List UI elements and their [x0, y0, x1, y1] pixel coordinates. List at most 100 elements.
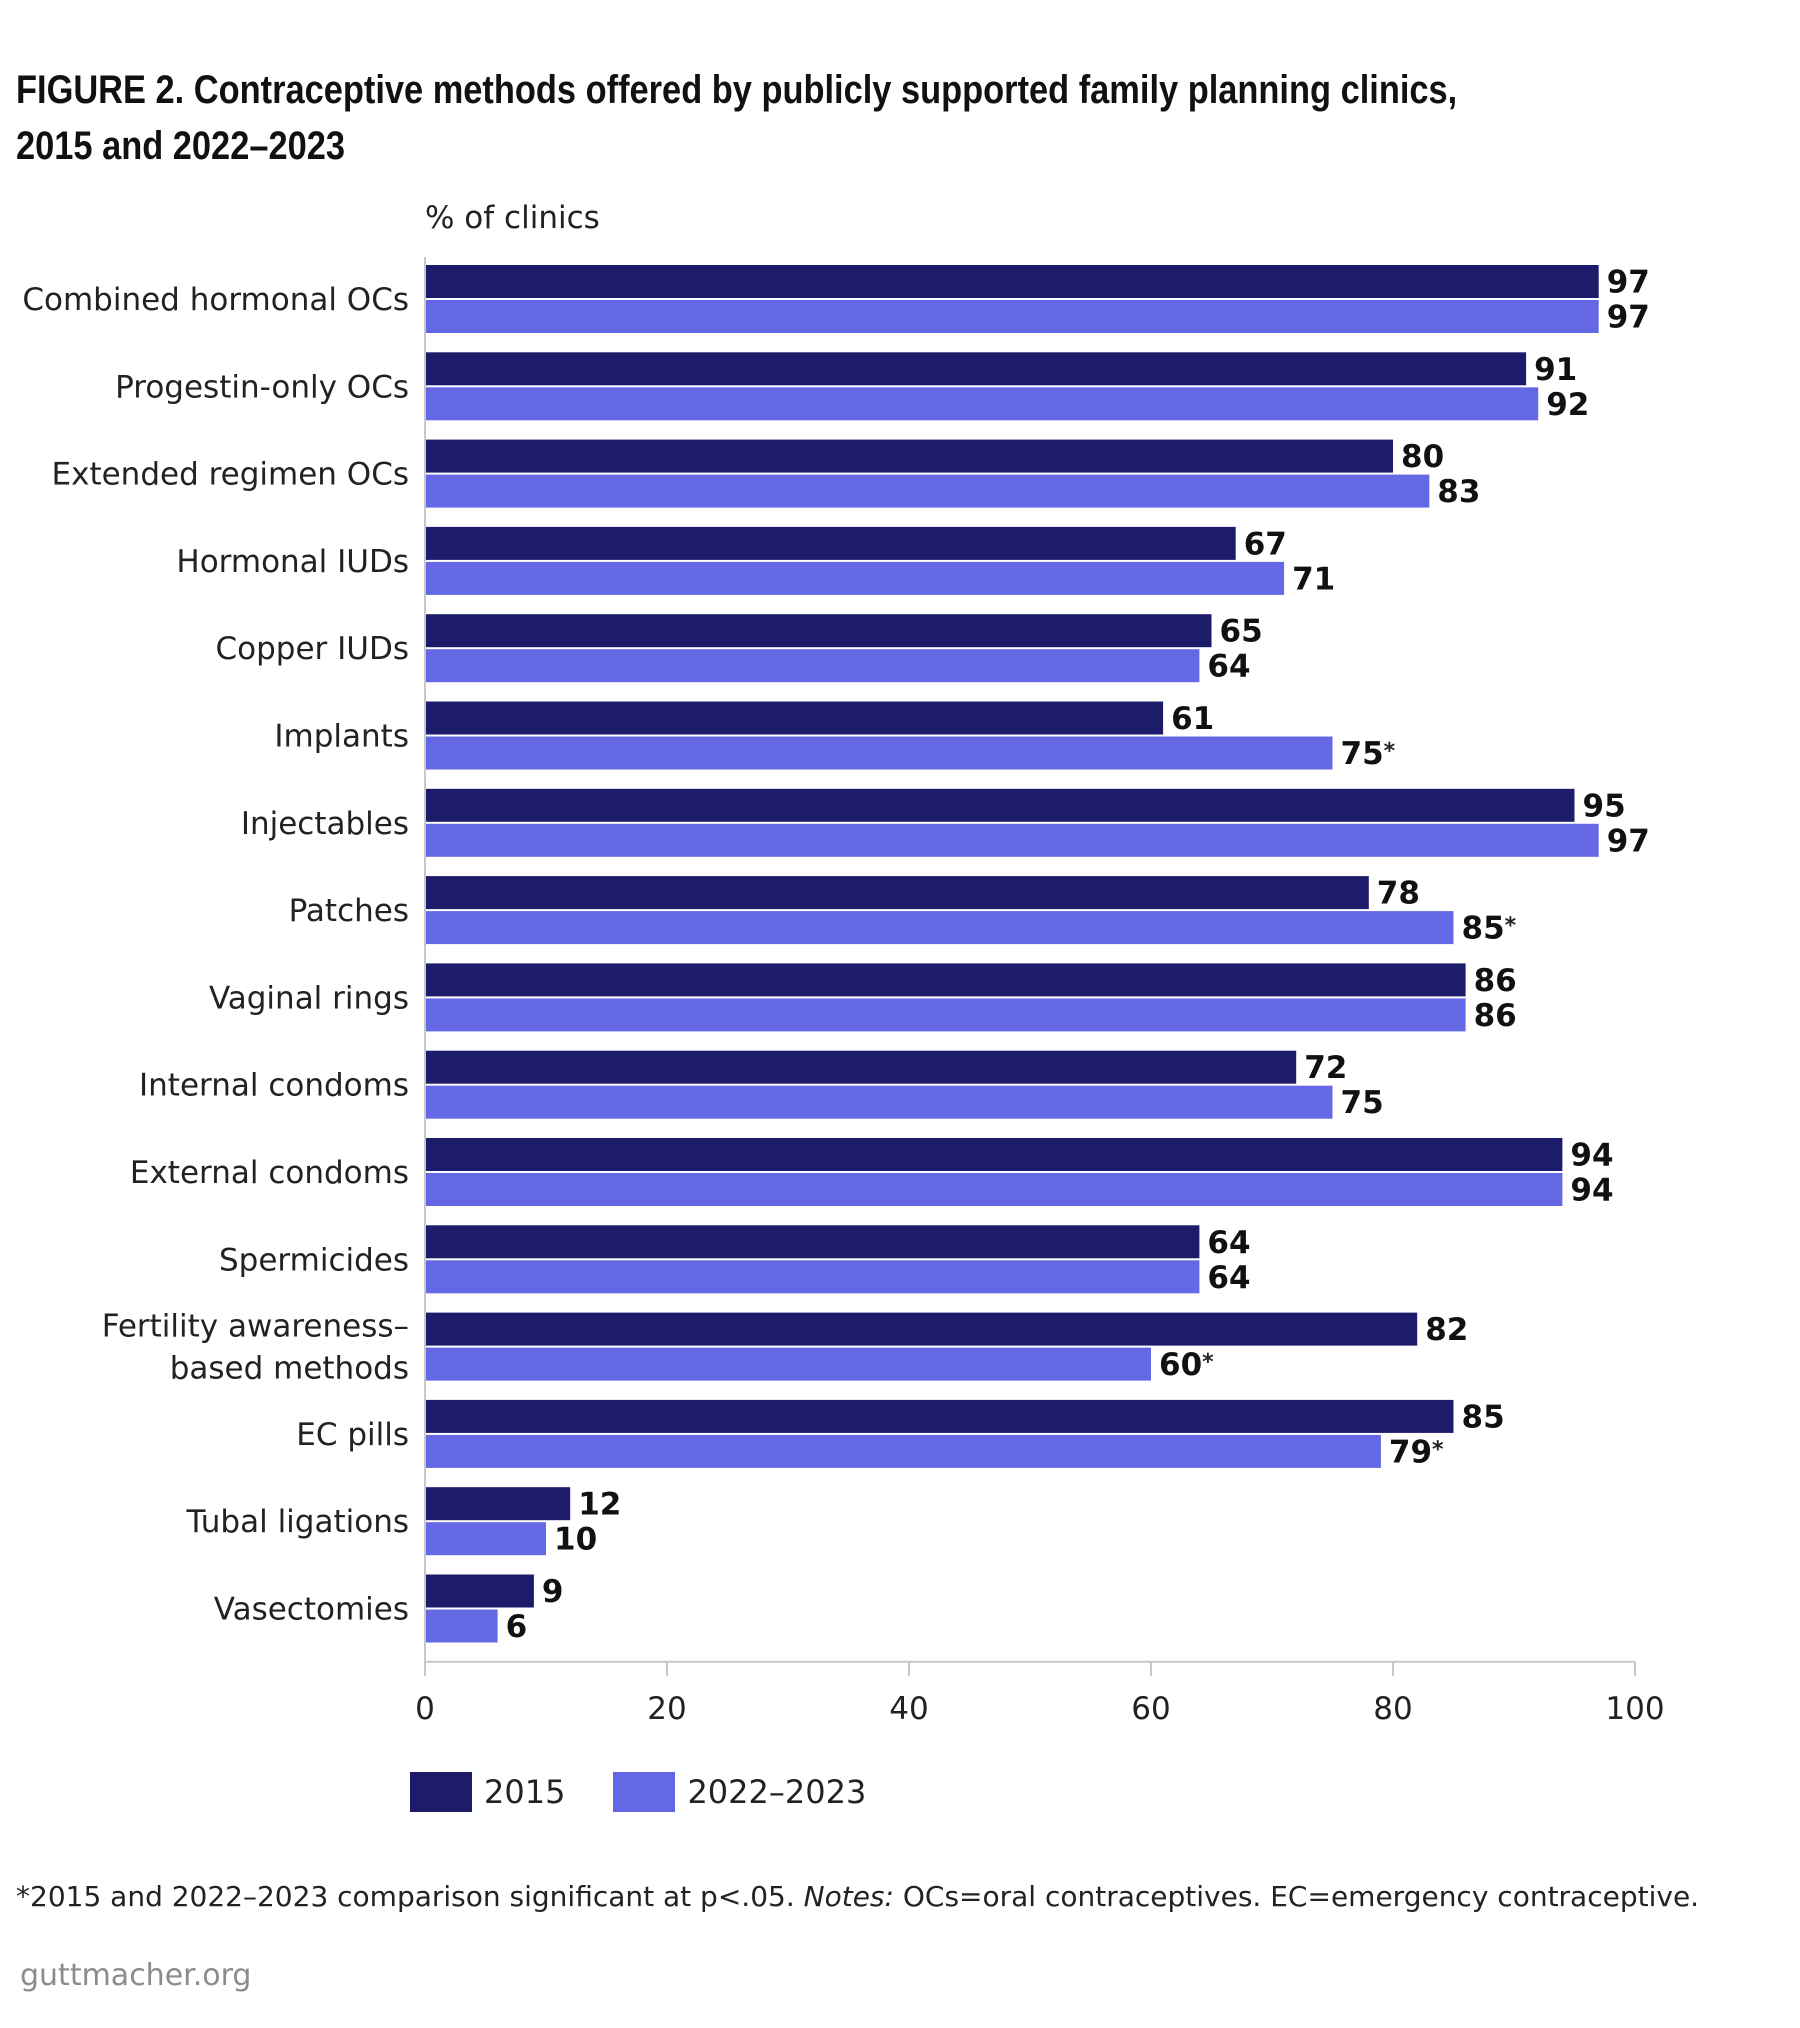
legend-item-2015: 2015 — [410, 1772, 565, 1812]
bar-2015-injectables — [425, 788, 1575, 822]
category-label-line: Vaginal rings — [209, 980, 409, 1016]
source-credit: guttmacher.org — [20, 1958, 252, 1993]
category-label-spermicides: Spermicides — [219, 1242, 409, 1278]
legend: 2015 2022–2023 — [410, 1772, 914, 1812]
bar-2015-external-condoms — [425, 1138, 1563, 1171]
category-label-line: Vasectomies — [214, 1592, 409, 1628]
category-label-line: Copper IUDs — [216, 631, 410, 667]
category-label-line: Tubal ligations — [186, 1504, 409, 1540]
value-label-2015-injectables: 95 — [1583, 788, 1626, 824]
significance-marker: * — [1432, 1437, 1444, 1462]
value-label-2022-2023-spermicides: 64 — [1207, 1260, 1250, 1296]
category-label-progestin-only-ocs: Progestin-only OCs — [115, 369, 409, 405]
value-label-2022-2023-patches: 85* — [1462, 911, 1517, 947]
x-tick-label-40: 40 — [889, 1691, 928, 1727]
chart-title: FIGURE 2. Contraceptive methods offered … — [16, 68, 1458, 168]
bar-2015-extended-regimen-ocs — [425, 439, 1393, 473]
bar-2015-ec-pills — [425, 1399, 1454, 1433]
value-label-2022-2023-ec-pills: 79* — [1389, 1434, 1444, 1470]
category-label-line: Combined hormonal OCs — [22, 282, 409, 318]
bar-2022-2023-implants — [425, 736, 1333, 770]
category-label-combined-hormonal-ocs: Combined hormonal OCs — [22, 282, 409, 318]
legend-item-2022-2023: 2022–2023 — [613, 1772, 866, 1812]
category-label-line: Injectables — [241, 806, 409, 842]
x-tick-label-80: 80 — [1373, 1691, 1412, 1727]
category-label-implants: Implants — [274, 719, 409, 755]
bar-2022-2023-fertility-awareness-based-methods — [425, 1347, 1151, 1381]
bar-2022-2023-combined-hormonal-ocs — [425, 300, 1599, 333]
significance-marker: * — [1384, 739, 1396, 764]
bar-2015-copper-iuds — [425, 614, 1212, 648]
value-label-2015-vasectomies: 9 — [542, 1574, 564, 1610]
bar-2015-vasectomies — [425, 1574, 534, 1608]
category-label-line: External condoms — [130, 1155, 409, 1191]
value-label-2022-2023-hormonal-iuds: 71 — [1292, 561, 1335, 597]
category-label-line: Fertility awareness– — [102, 1309, 409, 1345]
bar-2015-internal-condoms — [425, 1050, 1297, 1084]
x-tick-label-60: 60 — [1131, 1691, 1170, 1727]
bar-2022-2023-tubal-ligations — [425, 1522, 546, 1556]
bar-2022-2023-vasectomies — [425, 1609, 498, 1643]
category-label-injectables: Injectables — [241, 806, 409, 842]
y-axis-label: % of clinics — [425, 200, 600, 236]
bar-2022-2023-copper-iuds — [425, 649, 1200, 683]
value-label-2022-2023-extended-regimen-ocs: 83 — [1437, 474, 1480, 510]
significance-marker: * — [1505, 914, 1517, 939]
category-label-line: Spermicides — [219, 1242, 409, 1278]
value-label-2022-2023-internal-condoms: 75 — [1341, 1085, 1384, 1121]
footnote-notes-label: Notes: — [803, 1880, 894, 1913]
value-label-2015-vaginal-rings: 86 — [1474, 963, 1517, 999]
bar-2015-fertility-awareness-based-methods — [425, 1312, 1418, 1346]
value-label-2015-spermicides: 64 — [1207, 1225, 1250, 1261]
category-label-line: Progestin-only OCs — [115, 369, 409, 405]
bar-2015-hormonal-iuds — [425, 526, 1236, 560]
value-label-2015-combined-hormonal-ocs: 97 — [1607, 265, 1650, 301]
category-label-extended-regimen-ocs: Extended regimen OCs — [52, 457, 409, 493]
value-label-2015-implants: 61 — [1171, 701, 1214, 737]
value-label-2022-2023-progestin-only-ocs: 92 — [1546, 387, 1589, 423]
bar-2022-2023-external-condoms — [425, 1173, 1563, 1206]
legend-swatch-2015 — [410, 1772, 472, 1812]
significance-marker: * — [1202, 1350, 1214, 1375]
category-label-patches: Patches — [289, 893, 409, 929]
value-label-2022-2023-fertility-awareness-based-methods: 60* — [1159, 1347, 1214, 1383]
x-tick-label-0: 0 — [415, 1691, 435, 1727]
category-label-vasectomies: Vasectomies — [214, 1592, 409, 1628]
category-label-internal-condoms: Internal condoms — [139, 1068, 409, 1104]
bar-2022-2023-hormonal-iuds — [425, 561, 1285, 595]
value-label-2022-2023-combined-hormonal-ocs: 97 — [1607, 300, 1650, 336]
category-label-line: based methods — [170, 1351, 409, 1387]
x-tick-label-100: 100 — [1605, 1691, 1664, 1727]
bar-2015-implants — [425, 701, 1164, 735]
value-label-2022-2023-external-condoms: 94 — [1570, 1173, 1613, 1209]
footnote: *2015 and 2022–2023 comparison significa… — [16, 1880, 1786, 1913]
category-label-line: Internal condoms — [139, 1068, 409, 1104]
bar-2015-patches — [425, 876, 1369, 910]
category-label-vaginal-rings: Vaginal rings — [209, 980, 409, 1016]
legend-label-2015: 2015 — [484, 1773, 566, 1811]
bar-2022-2023-progestin-only-ocs — [425, 387, 1539, 421]
bar-2015-spermicides — [425, 1225, 1200, 1259]
value-label-2022-2023-vaginal-rings: 86 — [1474, 998, 1517, 1034]
bar-2015-progestin-only-ocs — [425, 352, 1527, 386]
footnote-notes: OCs=oral contraceptives. EC=emergency co… — [902, 1880, 1700, 1913]
footnote-significance: *2015 and 2022–2023 comparison significa… — [16, 1880, 795, 1913]
category-label-line: Implants — [274, 719, 409, 755]
legend-swatch-2022-2023 — [613, 1772, 676, 1812]
value-label-2015-patches: 78 — [1377, 876, 1420, 912]
value-label-2022-2023-vasectomies: 6 — [506, 1609, 528, 1645]
category-label-ec-pills: EC pills — [296, 1417, 409, 1453]
bar-2022-2023-internal-condoms — [425, 1085, 1333, 1119]
bar-2022-2023-ec-pills — [425, 1434, 1381, 1468]
category-label-copper-iuds: Copper IUDs — [216, 631, 410, 667]
category-label-line: EC pills — [296, 1417, 409, 1453]
value-label-2015-progestin-only-ocs: 91 — [1534, 352, 1577, 388]
category-label-external-condoms: External condoms — [130, 1155, 409, 1191]
bar-2015-combined-hormonal-ocs — [425, 265, 1599, 298]
bar-2022-2023-extended-regimen-ocs — [425, 474, 1430, 508]
bar-2022-2023-spermicides — [425, 1260, 1200, 1294]
category-label-tubal-ligations: Tubal ligations — [186, 1504, 409, 1540]
category-label-line: Patches — [289, 893, 409, 929]
value-label-2015-extended-regimen-ocs: 80 — [1401, 439, 1444, 475]
